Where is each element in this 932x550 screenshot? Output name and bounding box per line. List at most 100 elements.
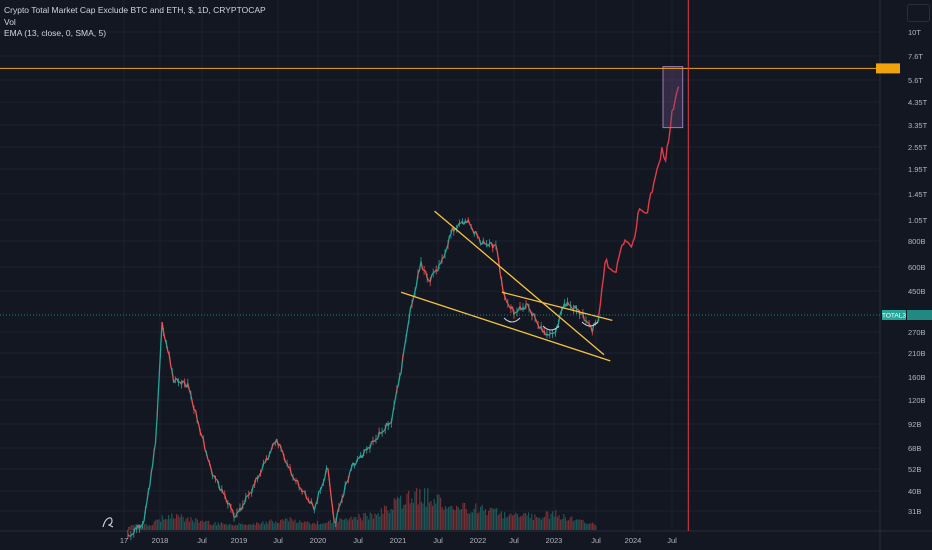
volume-bar — [190, 517, 192, 530]
volume-indicator-label[interactable]: Vol — [4, 16, 16, 27]
volume-bar — [147, 525, 149, 530]
y-tick-label: 2.55T — [908, 143, 928, 152]
volume-bar — [185, 518, 187, 530]
volume-bar — [380, 508, 382, 530]
volume-bar — [411, 498, 413, 530]
volume-bar — [179, 517, 181, 530]
volume-bar — [419, 489, 421, 530]
volume-bar — [366, 515, 368, 530]
volume-bar — [243, 524, 245, 530]
grid-lines — [0, 0, 880, 530]
volume-bar — [142, 525, 144, 530]
volume-bar — [188, 521, 190, 530]
volume-bar — [475, 503, 477, 530]
volume-bar — [486, 515, 488, 530]
x-tick-label: 2022 — [470, 536, 487, 545]
y-tick-label: 31B — [908, 507, 921, 516]
volume-bar — [398, 498, 400, 530]
y-tick-label: 210B — [908, 349, 926, 358]
volume-bar — [156, 519, 158, 530]
volume-bar — [456, 505, 458, 530]
projection-path — [598, 86, 680, 316]
volume-bar — [496, 508, 498, 530]
volume-bar — [592, 522, 594, 530]
volume-bar — [452, 509, 454, 530]
volume-bar — [460, 509, 462, 530]
volume-bar — [491, 507, 493, 530]
y-tick-label: 1.95T — [908, 165, 928, 174]
volume-bar — [300, 522, 302, 530]
volume-bar — [548, 518, 550, 530]
volume-bar — [160, 521, 162, 530]
volume-bar — [230, 524, 232, 530]
volume-bars — [128, 488, 597, 530]
volume-bar — [529, 518, 531, 530]
volume-bar — [348, 518, 350, 530]
volume-bar — [294, 519, 296, 530]
volume-bar — [208, 520, 210, 530]
volume-bar — [182, 517, 184, 530]
wedge-lower-trendline — [400, 291, 611, 362]
volume-bar — [577, 519, 579, 530]
volume-bar — [232, 525, 234, 530]
volume-bar — [227, 525, 229, 530]
volume-bar — [137, 524, 139, 530]
volume-bar — [547, 511, 549, 530]
volume-bar — [347, 520, 349, 530]
ema-indicator-label[interactable]: EMA (13, close, 0, SMA, 5) — [4, 28, 107, 38]
x-tick-label: Jul — [509, 536, 519, 545]
volume-bar — [249, 524, 251, 530]
volume-bar — [488, 510, 490, 530]
volume-bar — [571, 516, 573, 530]
volume-bar — [260, 522, 262, 530]
level-price-tag — [876, 63, 900, 74]
volume-bar — [400, 495, 402, 530]
volume-bar — [590, 523, 592, 530]
volume-bar — [385, 506, 387, 530]
volume-bar — [435, 503, 437, 530]
volume-bar — [310, 524, 312, 530]
x-tick-label: Jul — [197, 536, 207, 545]
volume-bar — [572, 521, 574, 530]
volume-bar — [313, 523, 315, 530]
volume-bar — [371, 514, 373, 530]
volume-bar — [457, 507, 459, 530]
logo-mark — [102, 517, 114, 528]
volume-bar — [344, 519, 346, 530]
volume-bar — [569, 517, 571, 530]
volume-bar — [513, 514, 515, 530]
volume-bar — [392, 509, 394, 530]
volume-bar — [184, 521, 186, 530]
y-tick-label: 450B — [908, 287, 926, 296]
volume-bar — [588, 523, 590, 530]
volume-bar — [406, 493, 408, 530]
volume-bar — [297, 522, 299, 530]
volume-bar — [388, 513, 390, 530]
volume-bar — [382, 513, 384, 530]
volume-bar — [224, 524, 226, 530]
volume-bar — [267, 523, 269, 530]
volume-bar — [219, 524, 221, 530]
volume-bar — [518, 517, 520, 530]
volume-bar — [379, 516, 381, 530]
volume-bar — [209, 524, 211, 530]
volume-bar — [555, 510, 557, 530]
volume-bar — [275, 521, 277, 530]
volume-bar — [516, 514, 518, 530]
price-candle — [156, 383, 160, 415]
object-tree-button[interactable] — [907, 4, 930, 22]
x-axis-labels: 17 2018 Jul 2019 Jul 2020 Jul 2021 Jul 2022 Jul 202… — [120, 536, 677, 545]
volume-bar — [358, 513, 360, 530]
volume-bar — [340, 518, 342, 530]
x-tick-label: Jul — [353, 536, 363, 545]
volume-bar — [158, 519, 160, 530]
volume-bar — [324, 523, 326, 530]
y-tick-label: 120B — [908, 396, 926, 405]
x-tick-label: Jul — [433, 536, 443, 545]
volume-bar — [150, 525, 152, 530]
volume-bar — [369, 512, 371, 530]
chart-title[interactable]: Crypto Total Market Cap Exclude BTC and … — [4, 5, 266, 15]
volume-bar — [532, 520, 534, 530]
volume-bar — [315, 524, 317, 530]
